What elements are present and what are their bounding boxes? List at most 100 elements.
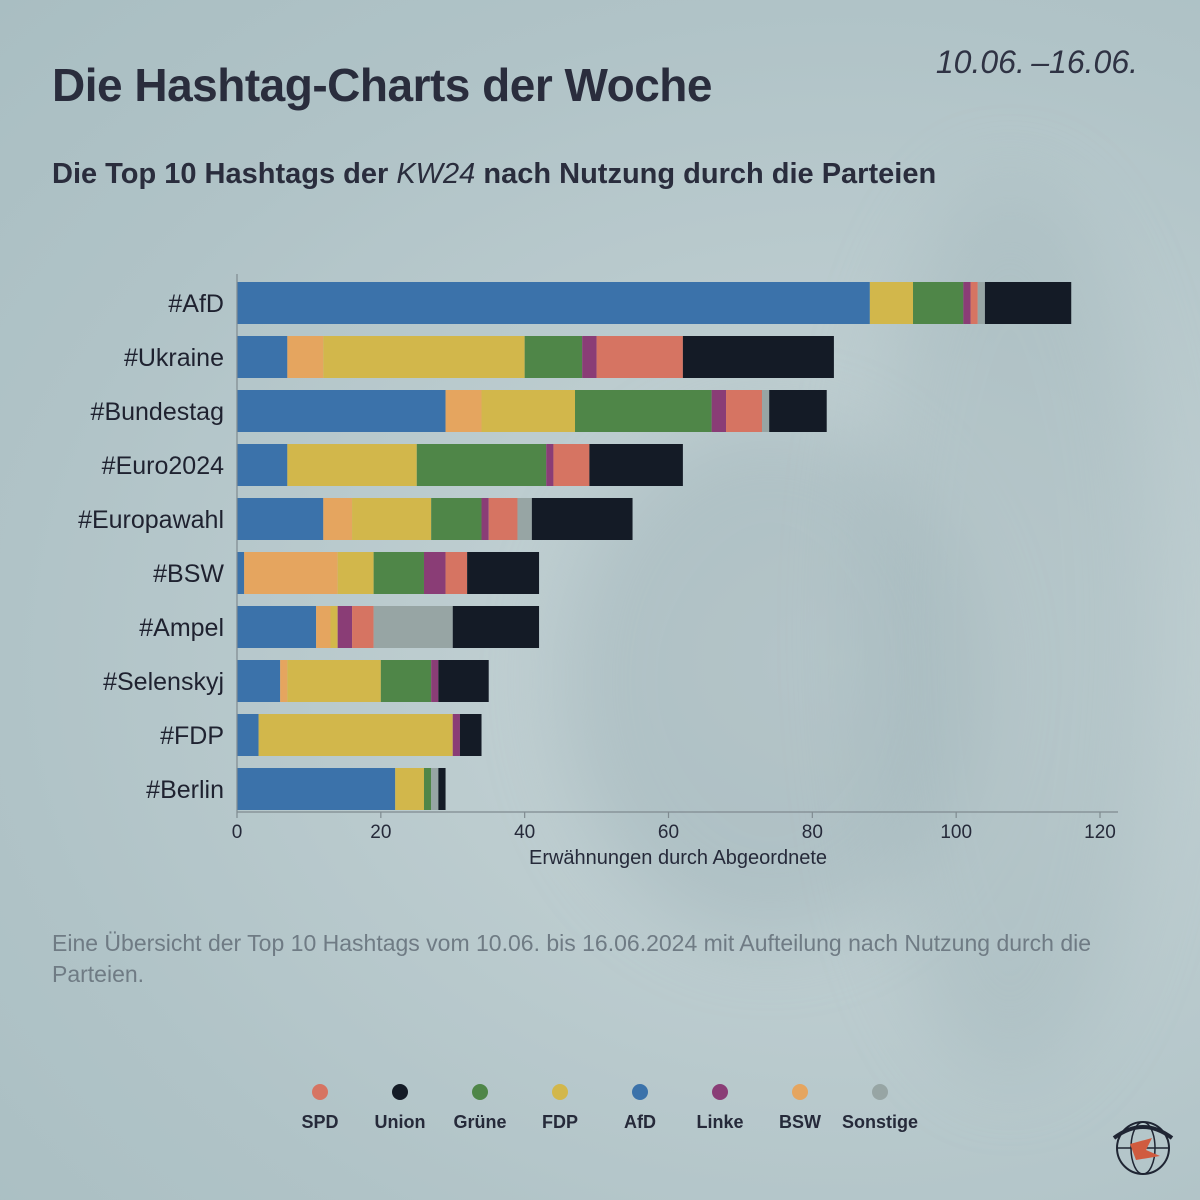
category-label: #Berlin (146, 776, 224, 804)
bar-segment (977, 282, 985, 324)
legend-dot-icon (472, 1084, 488, 1100)
bar-segment (589, 444, 683, 486)
legend-label: Linke (696, 1112, 744, 1132)
category-label: #Ampel (139, 614, 224, 642)
globe-logo-icon (1112, 1121, 1174, 1175)
legend-dot-icon (392, 1084, 408, 1100)
category-label: #Ukraine (124, 344, 224, 372)
bar-segment (352, 498, 432, 540)
bar-segment (352, 606, 374, 648)
bars-group (237, 282, 1072, 810)
bar-segment (769, 390, 827, 432)
bar-segment (237, 444, 288, 486)
category-labels: #AfD #Ukraine #Bundestag #Euro2024 #Europawa… (78, 290, 224, 804)
legend-label: Sonstige (841, 1112, 918, 1132)
legend-item: Grüne (440, 1084, 520, 1133)
bar-segment (575, 390, 712, 432)
bar-segment (488, 498, 518, 540)
bar-segment (970, 282, 978, 324)
legend-label: Union (374, 1112, 426, 1132)
bar-segment (553, 444, 590, 486)
x-axis-label: Erwähnungen durch Abgeordnete (529, 847, 827, 869)
bar-segment (726, 390, 762, 432)
bar-segment (423, 552, 446, 594)
bar-segment (316, 606, 331, 648)
bar-segment (423, 768, 432, 810)
bar-segment (467, 552, 540, 594)
bar-segment (373, 552, 424, 594)
bar-segment (258, 714, 453, 756)
bar-segment (438, 660, 489, 702)
category-label: #Bundestag (91, 398, 224, 426)
bar-segment (431, 768, 439, 810)
bar-segment (244, 552, 338, 594)
bar-segment (452, 714, 460, 756)
legend-label: BSW (779, 1112, 821, 1132)
chart-subtitle: Die Top 10 Hashtags der KW24 nach Nutzun… (52, 158, 936, 191)
legend-label: SPD (301, 1112, 339, 1132)
bar-segment (582, 336, 597, 378)
legend-dot-icon (632, 1084, 648, 1100)
bar-segment (416, 444, 547, 486)
bar-segment (237, 606, 317, 648)
legend-label: AfD (624, 1112, 656, 1132)
bar-segment (431, 498, 482, 540)
legend-label: Grüne (453, 1112, 507, 1132)
legend-item: Linke (680, 1084, 760, 1133)
category-label: #AfD (168, 290, 224, 318)
category-label: #BSW (153, 560, 224, 588)
bar-segment (323, 336, 525, 378)
x-tick-label: 100 (940, 822, 972, 843)
bar-segment (459, 714, 482, 756)
bar-segment (330, 606, 338, 648)
subtitle-week: KW24 (396, 158, 476, 190)
date-range: 10.06. –16.06. (935, 44, 1138, 80)
bar-segment (531, 498, 633, 540)
bar-segment (711, 390, 727, 432)
bar-segment (287, 336, 324, 378)
bar-segment (438, 768, 446, 810)
bar-segment (337, 552, 374, 594)
legend-item: BSW (760, 1084, 840, 1133)
legend-item: Sonstige (840, 1084, 920, 1133)
bar-segment (481, 390, 576, 432)
legend-dot-icon (312, 1084, 328, 1100)
bar-segment (395, 768, 424, 810)
x-tick-label: 40 (514, 822, 535, 843)
legend-item: AfD (600, 1084, 680, 1133)
legend: SPD Union Grüne FDP AfD Linke BSW Sonstige (280, 1084, 940, 1133)
x-tick-label: 20 (370, 822, 391, 843)
legend-item: FDP (520, 1084, 600, 1133)
page-title: Die Hashtag-Charts der Woche (52, 59, 712, 111)
legend-item: SPD (280, 1084, 360, 1133)
bar-segment (445, 390, 482, 432)
bar-segment (373, 606, 453, 648)
bar-segment (237, 768, 396, 810)
legend-dot-icon (792, 1084, 808, 1100)
x-axis: 0 20 40 60 80 100 120 (232, 274, 1118, 843)
x-tick-label: 80 (802, 822, 823, 843)
bar-segment (517, 498, 532, 540)
bar-segment (445, 552, 468, 594)
bar-segment (761, 390, 770, 432)
bar-segment (524, 336, 583, 378)
bar-segment (963, 282, 971, 324)
bar-segment (546, 444, 554, 486)
bar-segment (237, 498, 324, 540)
bar-segment (237, 390, 446, 432)
bar-segment (431, 660, 439, 702)
subtitle-text: Die Top 10 Hashtags der (52, 158, 397, 190)
bar-segment (287, 660, 381, 702)
bar-segment (287, 444, 417, 486)
x-tick-label: 0 (232, 822, 243, 843)
bar-segment (237, 336, 288, 378)
bar-segment (237, 660, 281, 702)
bar-segment (596, 336, 683, 378)
chart-description: Eine Übersicht der Top 10 Hashtags vom 1… (52, 930, 1092, 987)
bar-segment (237, 552, 245, 594)
legend-item: Union (360, 1084, 440, 1133)
legend-dot-icon (552, 1084, 568, 1100)
x-tick-label: 60 (658, 822, 679, 843)
bar-segment (380, 660, 432, 702)
stacked-bar-chart: #AfD #Ukraine #Bundestag #Euro2024 #Europawa… (78, 274, 1118, 869)
